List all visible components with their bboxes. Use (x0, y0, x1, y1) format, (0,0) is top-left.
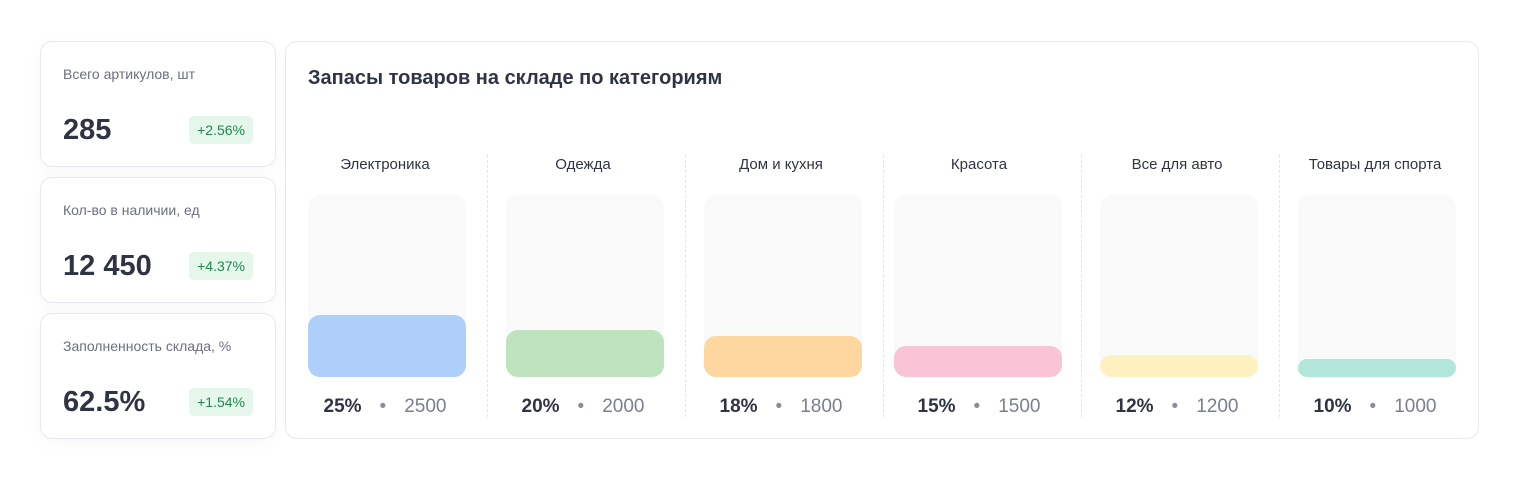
bar-track (1100, 195, 1258, 377)
bar-footer: 18% • 1800 (682, 396, 880, 418)
bar-footer: 20% • 2000 (484, 396, 682, 418)
kpi-card-articles: Всего артикулов, шт 285 +2.56% (40, 41, 276, 167)
bar (308, 314, 466, 377)
chart-column: Одежда 20% • 2000 (484, 42, 682, 440)
category-label: Товары для спорта (1308, 156, 1442, 173)
separator-dot: • (775, 396, 783, 417)
kpi-label: Кол-во в наличии, ед (63, 202, 200, 218)
kpi-label: Заполненность склада, % (63, 338, 232, 354)
separator-dot: • (1369, 396, 1377, 417)
kpi-card-occupancy: Заполненность склада, % 62.5% +1.54% (40, 313, 276, 439)
bar-footer: 15% • 1500 (880, 396, 1078, 418)
percent-label: 12% (1115, 396, 1154, 417)
chart-column: Все для авто 12% • 1200 (1078, 42, 1276, 440)
chart-column: Электроника 25% • 2500 (286, 42, 484, 440)
count-label: 1800 (800, 396, 843, 417)
category-label: Красота (950, 156, 1008, 173)
category-label: Дом и кухня (739, 156, 823, 173)
separator-dot: • (1171, 396, 1179, 417)
column-divider (1081, 155, 1082, 417)
stock-chart-panel: Запасы товаров на складе по категориям Э… (285, 41, 1479, 439)
kpi-label: Всего артикулов, шт (63, 66, 196, 82)
category-label: Электроника (340, 156, 430, 173)
percent-label: 10% (1313, 396, 1352, 417)
bar-footer: 12% • 1200 (1078, 396, 1276, 418)
bar-footer: 25% • 2500 (286, 396, 484, 418)
percent-label: 25% (323, 396, 362, 417)
percent-label: 18% (719, 396, 758, 417)
chart-column: Дом и кухня 18% • 1800 (682, 42, 880, 440)
bar (894, 345, 1062, 377)
kpi-value: 62.5% (63, 386, 146, 418)
chart-column: Товары для спорта 10% • 1000 (1276, 42, 1474, 440)
separator-dot: • (973, 396, 981, 417)
chart-title: Запасы товаров на складе по категориям (308, 67, 723, 89)
kpi-change-badge: +2.56% (189, 116, 253, 144)
chart-column: Красота 15% • 1500 (880, 42, 1078, 440)
bar-track (506, 195, 664, 377)
separator-dot: • (577, 396, 585, 417)
column-divider (883, 155, 884, 417)
count-label: 1500 (998, 396, 1041, 417)
bar-track (308, 195, 466, 377)
bar-track (704, 195, 862, 377)
percent-label: 20% (521, 396, 560, 417)
bar (1298, 359, 1456, 377)
column-divider (487, 155, 488, 417)
count-label: 2500 (404, 396, 447, 417)
column-divider (1279, 155, 1280, 417)
kpi-value: 285 (63, 114, 112, 146)
bar (1100, 354, 1258, 377)
separator-dot: • (379, 396, 387, 417)
count-label: 2000 (602, 396, 645, 417)
kpi-change-badge: +1.54% (189, 388, 253, 416)
bar (704, 336, 862, 377)
kpi-change-badge: +4.37% (189, 252, 253, 280)
bar (506, 330, 664, 377)
bar-footer: 10% • 1000 (1276, 396, 1474, 418)
category-label: Все для авто (1131, 156, 1223, 173)
bar-track (894, 195, 1062, 377)
kpi-card-in-stock: Кол-во в наличии, ед 12 450 +4.37% (40, 177, 276, 303)
kpi-value: 12 450 (63, 250, 152, 282)
category-label: Одежда (555, 156, 611, 173)
column-divider (685, 155, 686, 417)
count-label: 1000 (1394, 396, 1437, 417)
percent-label: 15% (917, 396, 956, 417)
bar-track (1298, 195, 1456, 377)
count-label: 1200 (1196, 396, 1239, 417)
